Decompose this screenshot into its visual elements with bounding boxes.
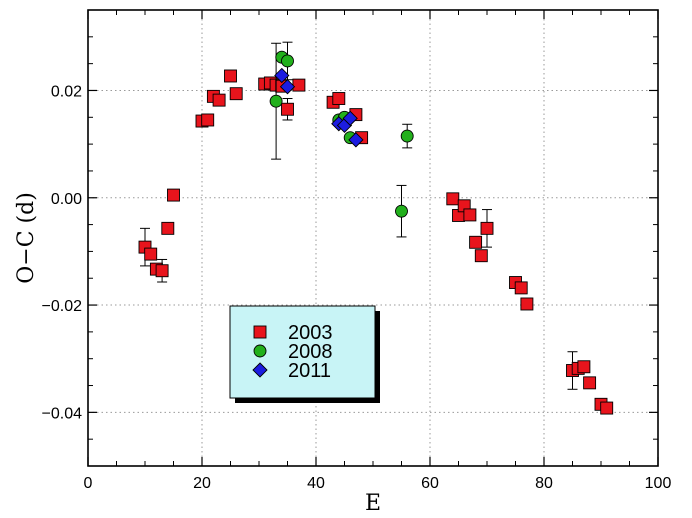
data-point-2003 <box>514 281 528 295</box>
data-point-2003 <box>474 249 488 263</box>
data-point-2003 <box>201 113 215 127</box>
data-point-2011 <box>348 132 364 148</box>
data-point-2003 <box>332 92 346 105</box>
data-point-2008 <box>395 204 408 218</box>
tick-labels: 0 20 40 60 80 100 −0.04 −0.02 0.00 0.02 <box>42 83 672 492</box>
data-point-2003 <box>144 247 158 261</box>
plot-frame <box>87 9 659 467</box>
data-point-2003 <box>480 221 494 235</box>
data-point-2003 <box>229 87 243 101</box>
data-point-2003 <box>161 221 175 235</box>
data-point-2003 <box>463 208 477 222</box>
data-point-2003 <box>446 192 460 206</box>
data-point-2011 <box>274 67 290 84</box>
data-point-2008 <box>400 129 414 143</box>
x-tick-label: 40 <box>307 475 325 492</box>
legend-label-2011: 2011 <box>288 360 331 382</box>
data-point-2003 <box>212 93 226 107</box>
data-point-2008 <box>269 94 283 108</box>
data-point-2008 <box>281 54 294 68</box>
data-point-2003 <box>583 376 597 390</box>
x-tick-label: 100 <box>645 475 672 492</box>
x-tick-label: 80 <box>535 475 553 492</box>
legend-marker-2011 <box>252 362 268 378</box>
data-series <box>138 41 614 415</box>
data-point-2003 <box>577 360 591 374</box>
y-axis-title: O−C (d) <box>14 192 39 284</box>
y-tick-label: −0.04 <box>42 405 83 422</box>
x-axis-title: E <box>365 491 381 516</box>
legend-marker-2008 <box>253 344 267 358</box>
series-2011 <box>274 67 364 148</box>
data-point-2003 <box>600 401 614 415</box>
data-point-2011 <box>342 110 358 127</box>
data-point-2003 <box>167 188 180 202</box>
data-point-2003 <box>281 102 294 116</box>
legend-label-2008: 2008 <box>288 341 333 363</box>
data-point-2003 <box>155 264 169 278</box>
x-tick-label: 60 <box>421 475 439 492</box>
data-point-2003 <box>292 78 306 92</box>
data-point-2011 <box>279 79 296 95</box>
data-point-2003 <box>224 69 237 83</box>
legend-marker-2003 <box>253 325 267 339</box>
data-point-2003 <box>469 235 483 249</box>
y-tick-label: 0.02 <box>51 83 82 100</box>
data-point-2003 <box>520 297 534 311</box>
x-tick-label: 20 <box>193 475 211 492</box>
x-tick-label: 0 <box>84 475 93 492</box>
y-tick-label: −0.02 <box>42 298 83 315</box>
grid-lines <box>88 10 658 466</box>
y-tick-label: 0.00 <box>51 191 82 208</box>
legend-label-2003: 2003 <box>288 322 333 344</box>
